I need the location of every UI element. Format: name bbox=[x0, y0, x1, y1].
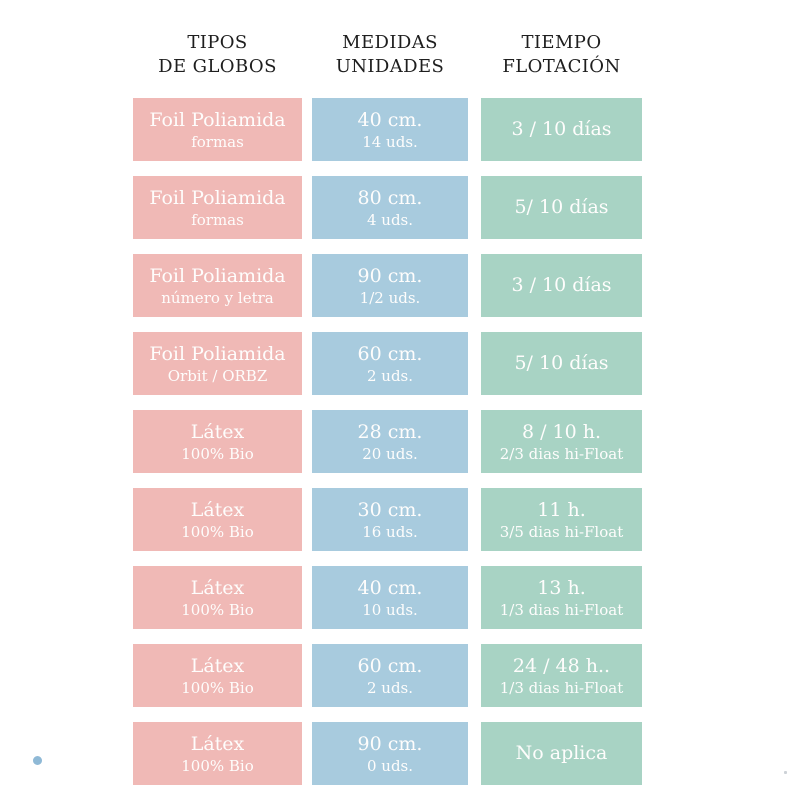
medidas-line2: 4 uds. bbox=[366, 210, 414, 229]
medidas-line2: 2 uds. bbox=[366, 366, 414, 385]
column-header-medidas: MEDIDAS UNIDADES bbox=[312, 31, 468, 79]
tiempo-cell: 8 / 10 h. 2/3 dias hi-Float bbox=[481, 410, 642, 473]
medidas-cell: 90 cm. 1/2 uds. bbox=[312, 254, 468, 317]
medidas-cell: 60 cm. 2 uds. bbox=[312, 644, 468, 707]
tipo-cell: Foil Poliamida Orbit / ORBZ bbox=[133, 332, 302, 395]
medidas-cell: 90 cm. 0 uds. bbox=[312, 722, 468, 785]
medidas-line2: 0 uds. bbox=[366, 756, 414, 775]
tiempo-cell: 11 h. 3/5 dias hi-Float bbox=[481, 488, 642, 551]
medidas-line1: 40 cm. bbox=[357, 108, 423, 131]
medidas-line2: 14 uds. bbox=[362, 132, 418, 151]
medidas-line2: 2 uds. bbox=[366, 678, 414, 697]
table-row: Foil Poliamida formas 80 cm. 4 uds. 5/ 1… bbox=[133, 176, 642, 239]
column-header-tiempo: TIEMPO FLOTACIÓN bbox=[481, 31, 642, 79]
medidas-line2: 20 uds. bbox=[362, 444, 418, 463]
tiempo-cell: 3 / 10 días bbox=[481, 254, 642, 317]
tipo-line1: Foil Poliamida bbox=[149, 342, 286, 365]
tipo-line2: 100% Bio bbox=[181, 444, 254, 463]
table-body: Foil Poliamida formas 40 cm. 14 uds. 3 /… bbox=[133, 98, 642, 785]
tiempo-cell: 5/ 10 días bbox=[481, 332, 642, 395]
tiempo-line1: 11 h. bbox=[537, 498, 586, 521]
tipo-line2: 100% Bio bbox=[181, 600, 254, 619]
medidas-line1: 28 cm. bbox=[357, 420, 423, 443]
tipo-cell: Látex 100% Bio bbox=[133, 566, 302, 629]
table-row: Látex 100% Bio 90 cm. 0 uds. No aplica bbox=[133, 722, 642, 785]
tipo-line1: Foil Poliamida bbox=[149, 108, 286, 131]
tipo-line2: formas bbox=[191, 132, 244, 151]
tiempo-line1: 8 / 10 h. bbox=[521, 420, 602, 443]
medidas-line2: 16 uds. bbox=[362, 522, 418, 541]
table-row: Foil Poliamida formas 40 cm. 14 uds. 3 /… bbox=[133, 98, 642, 161]
medidas-line1: 60 cm. bbox=[357, 654, 423, 677]
tipo-cell: Látex 100% Bio bbox=[133, 644, 302, 707]
tipo-line2: Orbit / ORBZ bbox=[167, 366, 268, 385]
tipo-line1: Látex bbox=[190, 576, 245, 599]
medidas-line1: 60 cm. bbox=[357, 342, 423, 365]
table-row: Látex 100% Bio 28 cm. 20 uds. 8 / 10 h. … bbox=[133, 410, 642, 473]
tipo-line1: Látex bbox=[190, 420, 245, 443]
tipo-line2: 100% Bio bbox=[181, 678, 254, 697]
tipo-cell: Foil Poliamida número y letra bbox=[133, 254, 302, 317]
tipo-line2: número y letra bbox=[161, 288, 274, 307]
tiempo-line2: 3/5 dias hi-Float bbox=[499, 522, 624, 541]
tiempo-line1: 3 / 10 días bbox=[511, 118, 612, 140]
tipo-line1: Látex bbox=[190, 732, 245, 755]
tipo-line1: Látex bbox=[190, 498, 245, 521]
tipo-cell: Foil Poliamida formas bbox=[133, 176, 302, 239]
medidas-cell: 30 cm. 16 uds. bbox=[312, 488, 468, 551]
tiempo-line1: 3 / 10 días bbox=[511, 274, 612, 296]
tipo-cell: Látex 100% Bio bbox=[133, 410, 302, 473]
tipo-cell: Látex 100% Bio bbox=[133, 488, 302, 551]
tiempo-line1: 13 h. bbox=[537, 576, 586, 599]
tiempo-cell: 24 / 48 h.. 1/3 dias hi-Float bbox=[481, 644, 642, 707]
table-row: Foil Poliamida Orbit / ORBZ 60 cm. 2 uds… bbox=[133, 332, 642, 395]
tipo-line1: Foil Poliamida bbox=[149, 264, 286, 287]
tipo-cell: Látex 100% Bio bbox=[133, 722, 302, 785]
header-line: TIEMPO bbox=[521, 32, 602, 53]
table-row: Foil Poliamida número y letra 90 cm. 1/2… bbox=[133, 254, 642, 317]
tipo-line2: 100% Bio bbox=[181, 522, 254, 541]
table-row: Látex 100% Bio 40 cm. 10 uds. 13 h. 1/3 … bbox=[133, 566, 642, 629]
tiempo-line1: 5/ 10 días bbox=[514, 196, 609, 218]
gray-speck-decoration bbox=[784, 771, 787, 774]
tipo-line2: formas bbox=[191, 210, 244, 229]
medidas-cell: 80 cm. 4 uds. bbox=[312, 176, 468, 239]
table-row: Látex 100% Bio 60 cm. 2 uds. 24 / 48 h..… bbox=[133, 644, 642, 707]
tiempo-line1: No aplica bbox=[515, 742, 608, 764]
medidas-line1: 30 cm. bbox=[357, 498, 423, 521]
tipo-cell: Foil Poliamida formas bbox=[133, 98, 302, 161]
tiempo-line2: 1/3 dias hi-Float bbox=[499, 678, 624, 697]
tipo-line1: Foil Poliamida bbox=[149, 186, 286, 209]
medidas-cell: 40 cm. 10 uds. bbox=[312, 566, 468, 629]
header-line: DE GLOBOS bbox=[158, 56, 277, 77]
tiempo-cell: No aplica bbox=[481, 722, 642, 785]
tipo-line2: 100% Bio bbox=[181, 756, 254, 775]
medidas-cell: 28 cm. 20 uds. bbox=[312, 410, 468, 473]
medidas-line1: 90 cm. bbox=[357, 732, 423, 755]
tiempo-line2: 2/3 dias hi-Float bbox=[499, 444, 624, 463]
blue-dot-decoration bbox=[33, 756, 42, 765]
tiempo-line2: 1/3 dias hi-Float bbox=[499, 600, 624, 619]
medidas-cell: 60 cm. 2 uds. bbox=[312, 332, 468, 395]
medidas-cell: 40 cm. 14 uds. bbox=[312, 98, 468, 161]
tiempo-line1: 5/ 10 días bbox=[514, 352, 609, 374]
column-header-tipos: TIPOS DE GLOBOS bbox=[133, 31, 302, 79]
medidas-line2: 10 uds. bbox=[362, 600, 418, 619]
medidas-line1: 80 cm. bbox=[357, 186, 423, 209]
medidas-line2: 1/2 uds. bbox=[359, 288, 421, 307]
tiempo-cell: 13 h. 1/3 dias hi-Float bbox=[481, 566, 642, 629]
medidas-line1: 40 cm. bbox=[357, 576, 423, 599]
tipo-line1: Látex bbox=[190, 654, 245, 677]
medidas-line1: 90 cm. bbox=[357, 264, 423, 287]
header-line: MEDIDAS bbox=[342, 32, 438, 53]
header-line: UNIDADES bbox=[335, 56, 445, 77]
header-line: FLOTACIÓN bbox=[502, 56, 621, 77]
header-line: TIPOS bbox=[187, 32, 248, 53]
tiempo-cell: 3 / 10 días bbox=[481, 98, 642, 161]
table-row: Látex 100% Bio 30 cm. 16 uds. 11 h. 3/5 … bbox=[133, 488, 642, 551]
tiempo-cell: 5/ 10 días bbox=[481, 176, 642, 239]
tiempo-line1: 24 / 48 h.. bbox=[512, 654, 611, 677]
